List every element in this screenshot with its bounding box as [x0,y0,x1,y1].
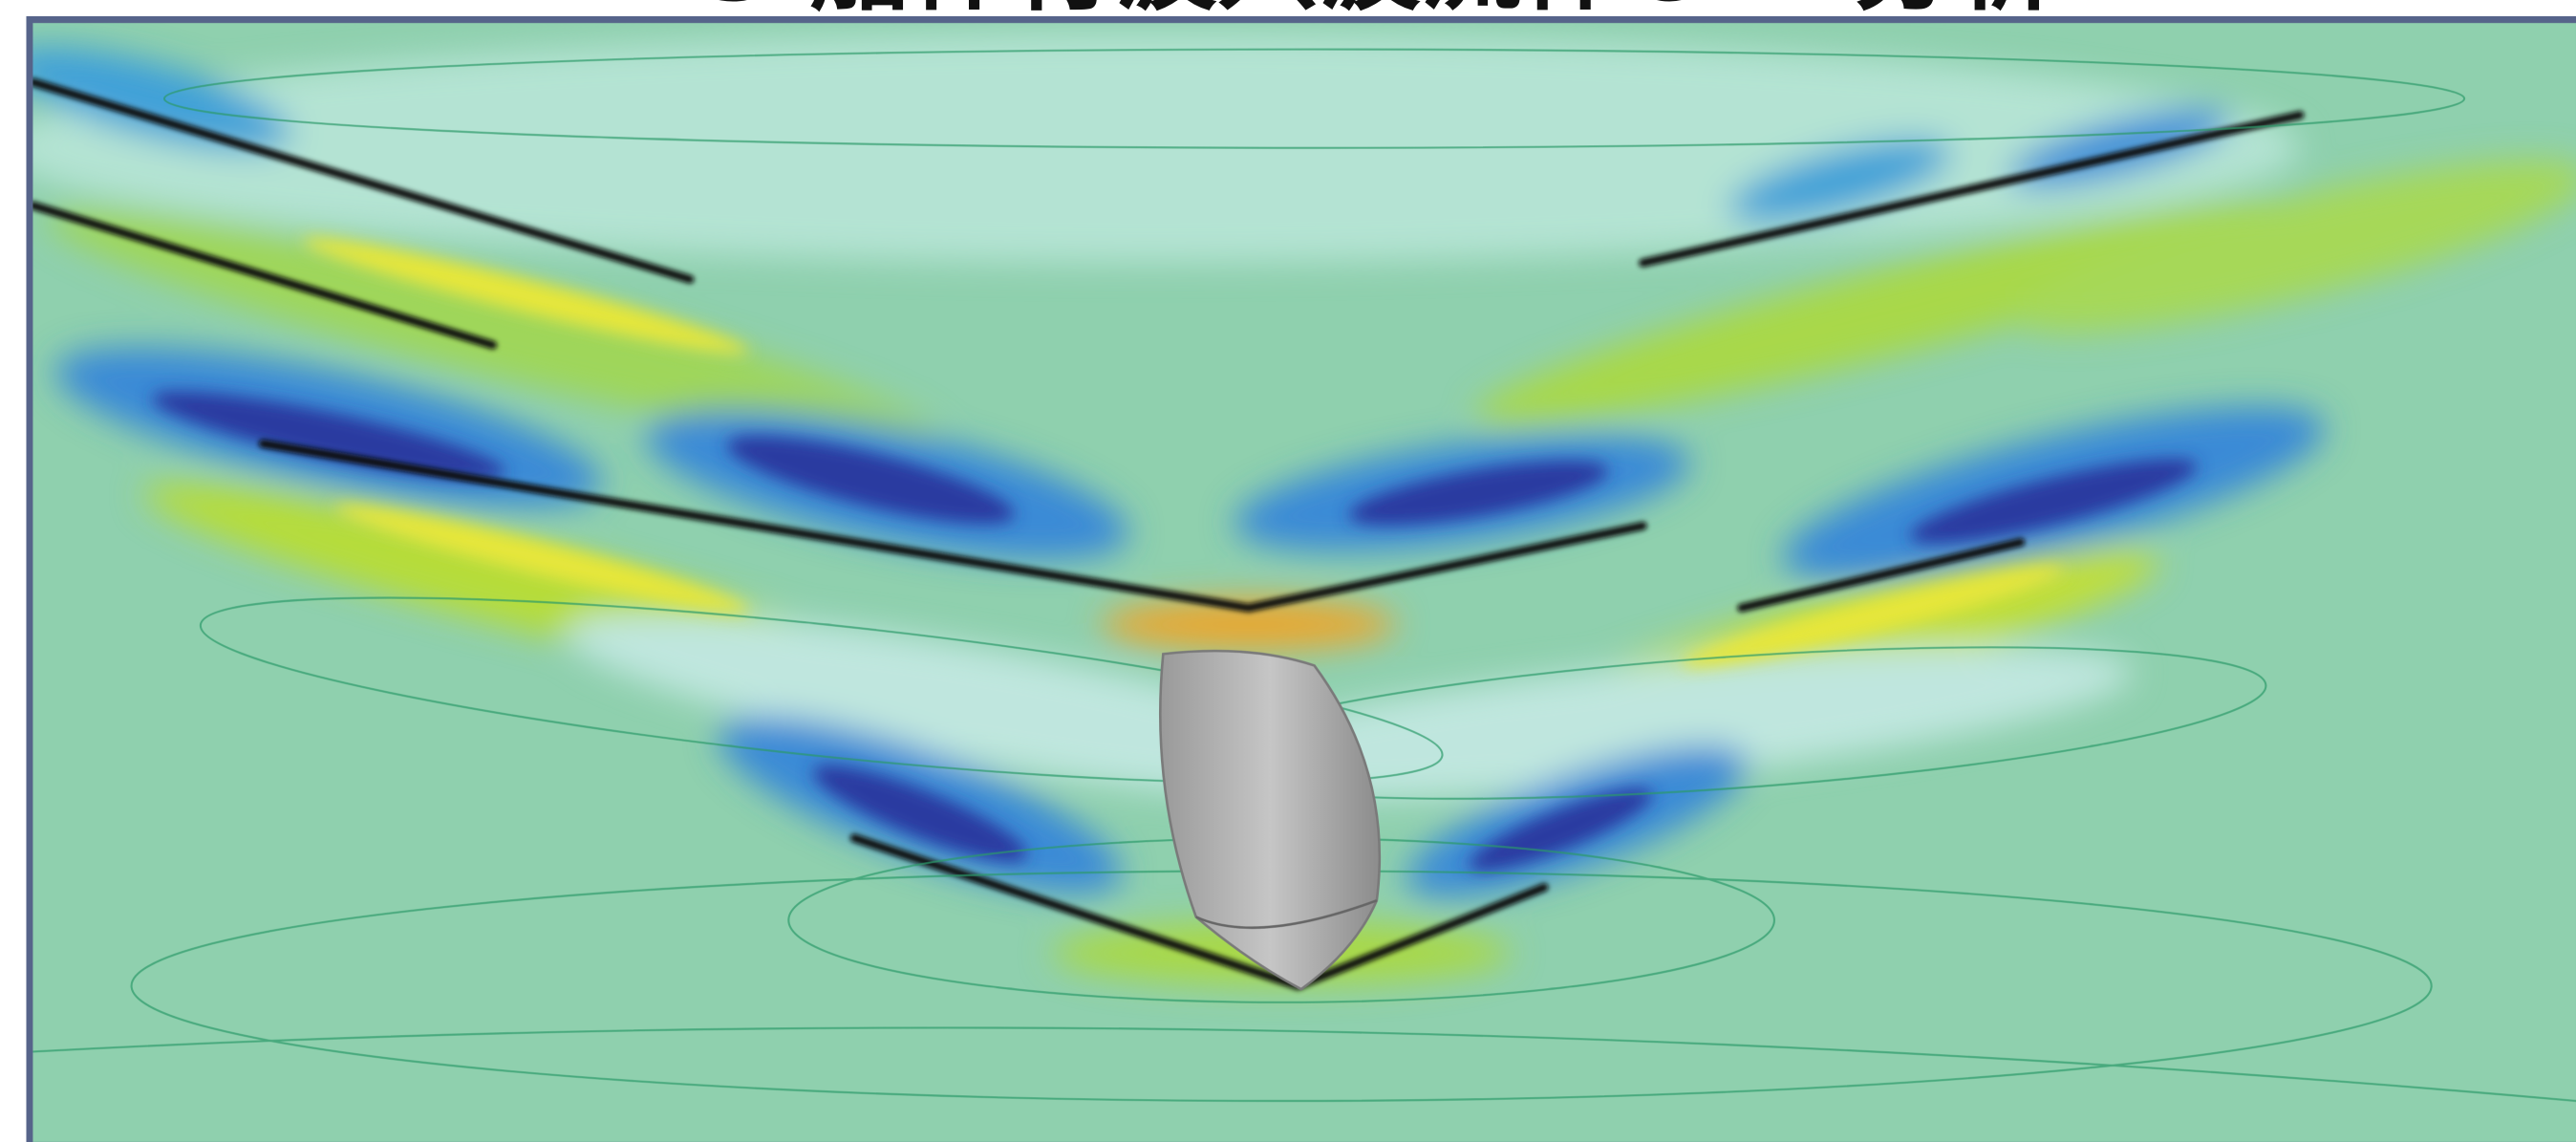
shape [1909,459,2198,544]
shape [1152,645,2134,801]
ship-hull [1158,649,1382,991]
contour-plot [29,19,2576,1142]
shape [1639,111,2305,268]
shape [1469,788,1653,872]
shape [1348,461,1608,526]
shape [151,391,505,480]
shape [1474,201,2305,424]
shape [2012,160,2576,333]
shape [29,46,291,151]
shape [1728,139,1952,223]
shape [334,505,750,614]
shape [302,237,749,355]
shape [46,208,940,449]
shape [1195,899,1378,930]
shape [258,439,1647,613]
shape [1737,538,2026,613]
wave-troughs [151,237,2198,872]
shape [1100,597,1397,651]
image-frame [26,16,2576,1142]
wave-crests [29,77,2305,991]
shape [726,436,1015,525]
shape [199,596,1444,784]
shape [1158,649,1382,991]
shape [162,48,2466,149]
shape [29,201,498,350]
shape [29,77,695,284]
shape [812,765,1027,862]
shape [1681,566,2065,667]
shape [32,1026,2576,1103]
